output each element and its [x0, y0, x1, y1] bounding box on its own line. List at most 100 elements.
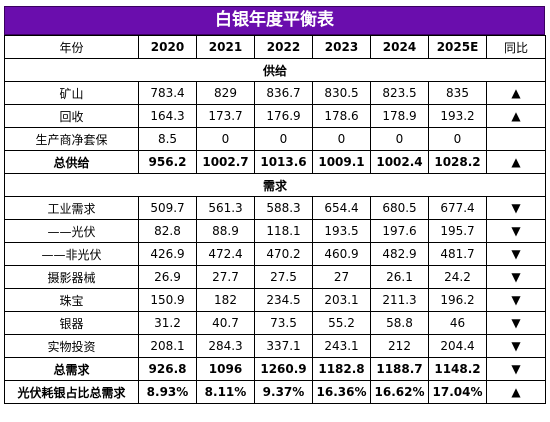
value-cell: 0 — [196, 127, 255, 151]
value-cell: 509.7 — [138, 196, 197, 220]
row-label: 回收 — [4, 104, 139, 128]
value-cell: 203.1 — [312, 288, 371, 312]
value-cell: 481.7 — [428, 242, 487, 266]
value-cell: 8.11% — [196, 380, 255, 404]
value-cell: 195.7 — [428, 219, 487, 243]
row-label: 实物投资 — [4, 334, 139, 358]
value-cell: 8.93% — [138, 380, 197, 404]
header-year: 2020 — [138, 35, 197, 59]
value-cell: 88.9 — [196, 219, 255, 243]
value-cell: 1009.1 — [312, 150, 371, 174]
trend-arrow-icon: ▼ — [486, 357, 546, 381]
value-cell: 956.2 — [138, 150, 197, 174]
value-cell: 588.3 — [254, 196, 313, 220]
row-label: 银器 — [4, 311, 139, 335]
value-cell: 0 — [312, 127, 371, 151]
value-cell: 46 — [428, 311, 487, 335]
table-row: 摄影器械 26.9 27.7 27.5 27 26.1 24.2 ▼ — [4, 265, 546, 289]
value-cell: 193.5 — [312, 219, 371, 243]
value-cell: 1028.2 — [428, 150, 487, 174]
value-cell: 193.2 — [428, 104, 487, 128]
table-row: 工业需求 509.7 561.3 588.3 654.4 680.5 677.4 ▼ — [4, 196, 546, 220]
value-cell: 835 — [428, 81, 487, 105]
value-cell: 9.37% — [254, 380, 313, 404]
table-row: 生产商净套保 8.5 0 0 0 0 0 — [4, 127, 546, 151]
total-supply-row: 总供给 956.2 1002.7 1013.6 1009.1 1002.4 1028.2 ▲ — [4, 150, 546, 174]
value-cell: 8.5 — [138, 127, 197, 151]
value-cell: 176.9 — [254, 104, 313, 128]
header-year: 2022 — [254, 35, 313, 59]
row-label: ——光伏 — [4, 219, 139, 243]
value-cell: 1260.9 — [254, 357, 313, 381]
pv-ratio-row: 光伏耗银占比总需求 8.93% 8.11% 9.37% 16.36% 16.62% 17.0… — [4, 380, 546, 404]
value-cell: 26.9 — [138, 265, 197, 289]
trend-arrow-icon: ▲ — [486, 150, 546, 174]
row-label: 总需求 — [4, 357, 139, 381]
row-label: 工业需求 — [4, 196, 139, 220]
value-cell: 182 — [196, 288, 255, 312]
value-cell: 16.62% — [370, 380, 429, 404]
value-cell: 1188.7 — [370, 357, 429, 381]
value-cell: 234.5 — [254, 288, 313, 312]
value-cell: 27.5 — [254, 265, 313, 289]
value-cell: 830.5 — [312, 81, 371, 105]
row-label: 总供给 — [4, 150, 139, 174]
value-cell: 482.9 — [370, 242, 429, 266]
value-cell: 836.7 — [254, 81, 313, 105]
table-title: 白银年度平衡表 — [4, 6, 545, 35]
value-cell: 284.3 — [196, 334, 255, 358]
table-row: 矿山 783.4 829 836.7 830.5 823.5 835 ▲ — [4, 81, 546, 105]
row-label: ——非光伏 — [4, 242, 139, 266]
value-cell: 0 — [428, 127, 487, 151]
trend-arrow-icon: ▼ — [486, 219, 546, 243]
value-cell: 926.8 — [138, 357, 197, 381]
value-cell: 1148.2 — [428, 357, 487, 381]
section-label: 需求 — [4, 173, 546, 197]
value-cell: 173.7 — [196, 104, 255, 128]
section-supply: 供给 — [4, 58, 546, 82]
value-cell: 82.8 — [138, 219, 197, 243]
value-cell: 118.1 — [254, 219, 313, 243]
total-demand-row: 总需求 926.8 1096 1260.9 1182.8 1188.7 1148.2 ▼ — [4, 357, 546, 381]
table-row: 回收 164.3 173.7 176.9 178.6 178.9 193.2 ▲ — [4, 104, 546, 128]
value-cell: 0 — [254, 127, 313, 151]
section-label: 供给 — [4, 58, 546, 82]
row-label: 光伏耗银占比总需求 — [4, 380, 139, 404]
value-cell: 208.1 — [138, 334, 197, 358]
trend-arrow-icon: ▼ — [486, 311, 546, 335]
trend-arrow-icon: ▲ — [486, 104, 546, 128]
trend-arrow-icon: ▲ — [486, 380, 546, 404]
header-change: 同比 — [486, 35, 546, 59]
table-row: ——光伏 82.8 88.9 118.1 193.5 197.6 195.7 ▼ — [4, 219, 546, 243]
silver-balance-sheet: 白银年度平衡表 年份 2020 2021 2022 2023 2024 2025… — [4, 6, 546, 404]
value-cell: 196.2 — [428, 288, 487, 312]
value-cell: 460.9 — [312, 242, 371, 266]
value-cell: 426.9 — [138, 242, 197, 266]
trend-arrow-icon: ▼ — [486, 196, 546, 220]
trend-arrow-icon: ▼ — [486, 334, 546, 358]
value-cell: 680.5 — [370, 196, 429, 220]
trend-arrow-icon: ▼ — [486, 288, 546, 312]
value-cell: 16.36% — [312, 380, 371, 404]
header-year-label: 年份 — [4, 35, 139, 59]
value-cell: 27 — [312, 265, 371, 289]
table-row: ——非光伏 426.9 472.4 470.2 460.9 482.9 481.7 ▼ — [4, 242, 546, 266]
table-row: 银器 31.2 40.7 73.5 55.2 58.8 46 ▼ — [4, 311, 546, 335]
value-cell: 17.04% — [428, 380, 487, 404]
value-cell: 829 — [196, 81, 255, 105]
header-row: 年份 2020 2021 2022 2023 2024 2025E 同比 — [4, 35, 546, 59]
value-cell: 164.3 — [138, 104, 197, 128]
section-demand: 需求 — [4, 173, 546, 197]
header-year: 2023 — [312, 35, 371, 59]
value-cell: 73.5 — [254, 311, 313, 335]
value-cell: 1002.7 — [196, 150, 255, 174]
value-cell: 470.2 — [254, 242, 313, 266]
value-cell: 823.5 — [370, 81, 429, 105]
row-label: 珠宝 — [4, 288, 139, 312]
value-cell: 211.3 — [370, 288, 429, 312]
value-cell: 197.6 — [370, 219, 429, 243]
trend-arrow-icon — [486, 127, 546, 151]
value-cell: 472.4 — [196, 242, 255, 266]
value-cell: 55.2 — [312, 311, 371, 335]
trend-arrow-icon: ▼ — [486, 265, 546, 289]
